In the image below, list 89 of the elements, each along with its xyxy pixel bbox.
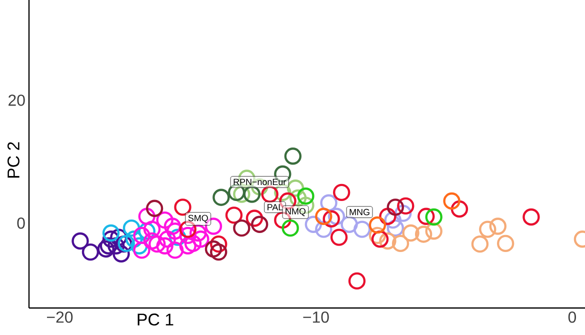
point: [243, 186, 261, 203]
point: [330, 228, 348, 246]
point: [379, 208, 396, 225]
annotation: RPN−nonEur: [234, 178, 286, 186]
point: [402, 224, 420, 242]
point: [320, 194, 338, 212]
point: [174, 198, 192, 216]
point: [489, 218, 506, 235]
point: [192, 230, 210, 248]
point: [204, 240, 222, 258]
point: [82, 243, 100, 261]
point: [102, 224, 120, 242]
point: [233, 186, 250, 203]
point: [122, 219, 140, 237]
point: [322, 210, 340, 228]
point: [210, 243, 228, 261]
point: [289, 189, 307, 207]
point: [304, 216, 322, 233]
point: [353, 220, 371, 238]
point: [72, 232, 89, 250]
point: [156, 237, 174, 255]
point: [471, 235, 489, 253]
point: [479, 220, 496, 238]
point: [297, 188, 314, 205]
point: [443, 192, 460, 210]
point: [233, 219, 250, 237]
annotation: SMQ: [188, 214, 208, 223]
point: [261, 186, 278, 203]
point: [386, 219, 404, 237]
point: [110, 228, 128, 246]
point: [286, 180, 304, 197]
point: [102, 230, 120, 248]
point: [348, 272, 366, 290]
point: [133, 226, 150, 244]
point: [166, 222, 184, 240]
point: [228, 184, 246, 202]
annotation: NMQ: [286, 208, 306, 216]
point: [496, 234, 514, 252]
point: [315, 220, 332, 238]
point: [450, 200, 468, 218]
point: [284, 148, 302, 165]
point: [158, 230, 176, 248]
x-axis-title: PC 1: [138, 314, 174, 326]
point: [148, 235, 166, 253]
point: [282, 219, 299, 237]
y-axis-title: PC 2: [7, 142, 20, 178]
point: [394, 204, 412, 222]
annotation: PAL: [268, 204, 283, 210]
point: [332, 184, 350, 202]
point: [274, 184, 292, 202]
point: [371, 230, 389, 248]
point: [251, 216, 268, 233]
point: [156, 211, 174, 229]
point: [328, 208, 346, 225]
point: [368, 226, 386, 244]
point: [190, 224, 207, 242]
y-tick-label: 20: [8, 94, 25, 106]
point: [418, 208, 435, 225]
point: [97, 240, 114, 258]
point: [384, 211, 402, 229]
point: [143, 220, 161, 238]
annotation: MNG: [350, 208, 370, 216]
point: [368, 216, 386, 234]
point: [210, 235, 228, 253]
point: [130, 237, 148, 255]
point: [379, 232, 396, 250]
point: [340, 216, 358, 233]
point: [112, 245, 130, 262]
point: [246, 210, 264, 227]
point: [425, 222, 442, 240]
point: [225, 206, 243, 224]
x-tick-label: 0: [568, 312, 576, 323]
point: [397, 197, 414, 215]
point: [179, 237, 196, 255]
point: [386, 198, 404, 216]
point: [164, 218, 182, 235]
point: [138, 208, 156, 225]
point: [166, 242, 184, 259]
point: [212, 188, 230, 206]
x-tick-label: −20: [47, 312, 73, 323]
x-tick-label: −10: [303, 312, 329, 323]
point: [414, 226, 432, 243]
point: [315, 208, 332, 225]
point: [184, 234, 202, 252]
point: [522, 208, 540, 226]
point: [392, 234, 410, 252]
point: [133, 242, 150, 259]
point: [146, 200, 164, 218]
point: [425, 208, 442, 226]
